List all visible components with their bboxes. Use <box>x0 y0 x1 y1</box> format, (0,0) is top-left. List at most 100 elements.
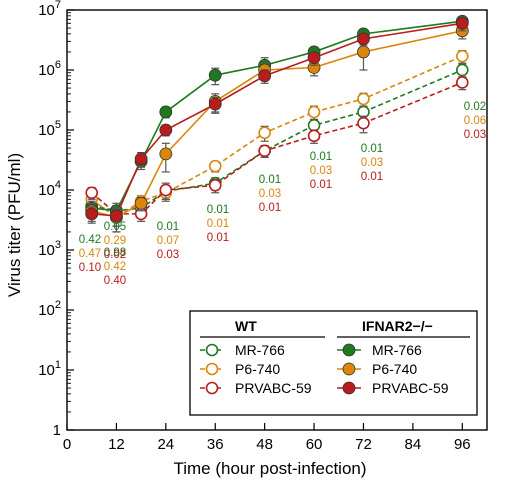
y-tick-base: 1 <box>53 422 61 439</box>
plot-frame <box>66 9 488 431</box>
y-tick-exponent: 2 <box>55 299 61 311</box>
data-point <box>357 45 370 59</box>
legend-marker <box>342 381 356 395</box>
x-axis-label: Time (hour post-infection) <box>173 459 366 478</box>
data-point <box>357 92 370 106</box>
legend-marker <box>205 381 219 395</box>
series-ifnar2-p6-740 <box>85 24 469 233</box>
y-tick-label: 103 <box>38 239 61 259</box>
pvalue-label: 0.98 <box>104 247 126 259</box>
y-tick-label: 1 <box>53 422 61 439</box>
legend-box <box>189 310 478 416</box>
pvalue-label: 0.01 <box>259 174 281 186</box>
data-point <box>455 49 469 63</box>
pvalue-label: 0.01 <box>207 218 229 230</box>
y-axis-label: Virus titer (PFU/ml) <box>5 153 24 297</box>
data-point <box>455 16 469 30</box>
data-point <box>85 207 99 221</box>
y-tick-label: 104 <box>38 179 61 199</box>
series-line <box>91 81 463 215</box>
pvalue-label: 0.07 <box>157 235 179 247</box>
data-point <box>159 147 173 161</box>
x-tick-label: 96 <box>454 436 471 453</box>
data-point <box>307 105 321 119</box>
x-tick-label: 12 <box>108 436 125 453</box>
pvalue-label: 0.29 <box>104 235 126 247</box>
x-tick-label: 72 <box>355 436 372 453</box>
data-point <box>455 76 469 89</box>
data-point <box>159 105 173 119</box>
data-point <box>208 178 222 192</box>
y-tick-label: 102 <box>38 299 61 319</box>
data-point <box>134 196 148 210</box>
pvalue-label: 0.47 <box>79 248 101 260</box>
pvalue-label: 0.03 <box>361 157 383 169</box>
y-tick-base: 10 <box>38 362 55 379</box>
data-point <box>208 159 222 173</box>
y-tick-exponent: 7 <box>55 0 61 11</box>
data-point <box>159 123 173 137</box>
pvalue-label: 0.03 <box>259 188 281 200</box>
x-tick-label: 84 <box>405 436 422 453</box>
y-tick-base: 10 <box>38 2 55 19</box>
data-point <box>307 51 321 65</box>
y-tick-base: 10 <box>38 182 55 199</box>
y-tick-base: 10 <box>38 62 55 79</box>
pvalue-label: 0.42 <box>79 234 101 246</box>
pvalue-label: 0.01 <box>157 221 179 233</box>
y-tick-label: 107 <box>38 0 61 19</box>
legend-label: MR-766 <box>372 342 422 358</box>
y-tick-label: 106 <box>38 59 61 79</box>
x-tick-label: 60 <box>306 436 323 453</box>
pvalue-label: 0.40 <box>104 275 126 287</box>
legend-marker <box>205 362 219 376</box>
x-tick-label: 36 <box>207 436 224 453</box>
pvalue-label: 0.03 <box>157 249 179 261</box>
pvalue-label: 0.01 <box>361 171 383 183</box>
legend-group-wt: WT <box>235 318 257 334</box>
legend-marker <box>205 343 219 357</box>
data-point <box>110 209 123 223</box>
series-ifnar2-prvabc-59 <box>85 16 469 227</box>
legend-label: PRVABC-59 <box>372 380 449 396</box>
pvalue-label: 0.10 <box>79 262 101 274</box>
legend-label: MR-766 <box>235 342 285 358</box>
data-point <box>258 69 272 83</box>
y-tick-exponent: 3 <box>55 239 61 251</box>
legend-label: P6-740 <box>235 361 280 377</box>
legend: WT IFNAR2−/− MR-766 P6-740 PRVABC-59 MR-766 P6… <box>189 310 478 416</box>
pvalue-label: 0.01 <box>207 204 229 216</box>
x-tick-label: 24 <box>157 436 174 453</box>
legend-label: P6-740 <box>372 361 417 377</box>
y-tick-exponent: 6 <box>55 59 61 71</box>
legend-marker <box>342 362 356 376</box>
pvalue-label: 0.03 <box>464 129 486 141</box>
y-tick-exponent: 4 <box>55 179 61 191</box>
pvalue-label: 0.01 <box>207 232 229 244</box>
data-point <box>307 129 321 143</box>
data-point <box>208 68 222 82</box>
pvalue-label: 0.02 <box>104 249 126 261</box>
series-layer <box>85 14 469 233</box>
y-tick-exponent: 5 <box>55 119 61 131</box>
legend-label: PRVABC-59 <box>235 380 312 396</box>
data-point <box>208 97 222 111</box>
pvalue-label: 0.42 <box>104 261 126 273</box>
y-tick-base: 10 <box>38 122 55 139</box>
data-point <box>258 126 271 140</box>
data-point <box>357 116 370 130</box>
pvalue-annotations: 0.420.470.100.980.420.400.050.290.020.01… <box>79 101 486 287</box>
data-point <box>307 118 321 132</box>
pvalue-label: 0.05 <box>104 221 126 233</box>
pvalue-label: 0.01 <box>259 202 281 214</box>
pvalue-label: 0.01 <box>310 179 332 191</box>
data-point <box>134 152 148 166</box>
y-tick-base: 10 <box>38 242 55 259</box>
data-point <box>258 144 271 158</box>
y-tick-base: 10 <box>38 302 55 319</box>
legend-marker <box>342 343 356 357</box>
x-tick-label: 0 <box>63 436 71 453</box>
pvalue-label: 0.01 <box>310 151 332 163</box>
